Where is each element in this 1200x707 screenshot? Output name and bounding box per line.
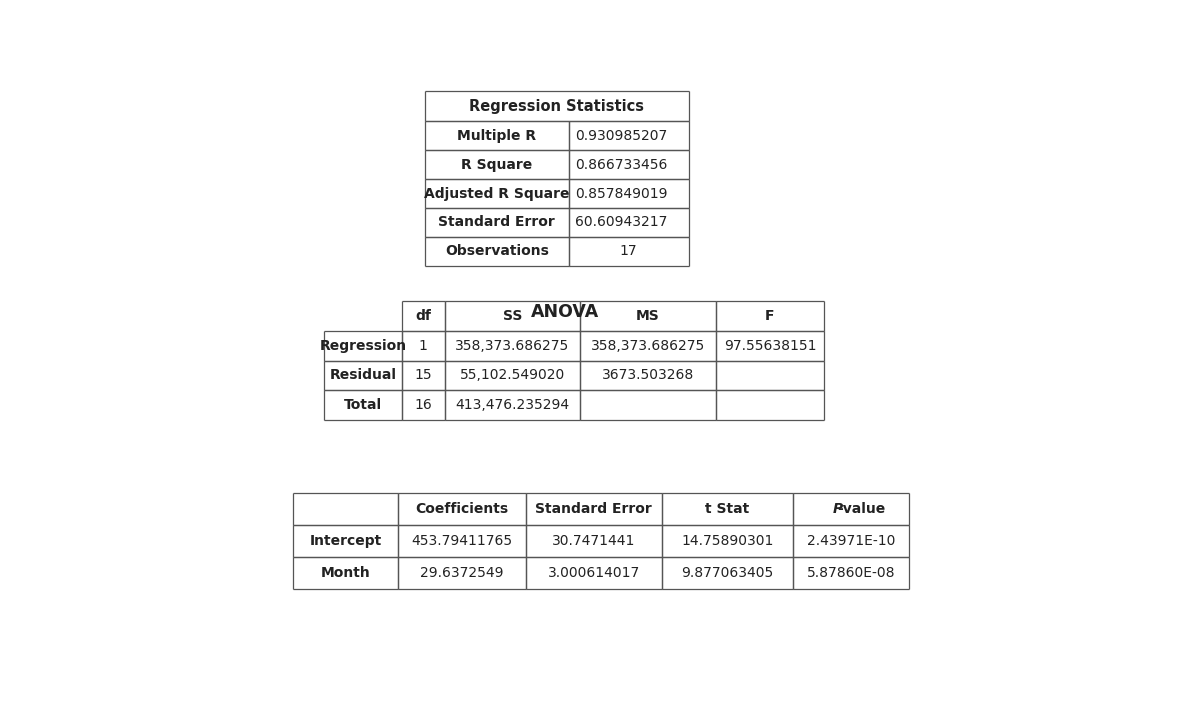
Text: 5.87860E-08: 5.87860E-08 [808, 566, 895, 580]
Text: Regression Statistics: Regression Statistics [469, 98, 644, 114]
Text: P: P [833, 502, 842, 516]
Text: -value: -value [838, 502, 886, 516]
Text: 29.6372549: 29.6372549 [420, 566, 504, 580]
Text: 17: 17 [619, 245, 637, 258]
Text: MS: MS [636, 309, 660, 323]
Text: SS: SS [503, 309, 522, 323]
Text: Multiple R: Multiple R [457, 129, 536, 143]
Text: 30.7471441: 30.7471441 [552, 534, 635, 548]
Text: Standard Error: Standard Error [438, 216, 556, 230]
Text: 358,373.686275: 358,373.686275 [590, 339, 706, 353]
Text: Residual: Residual [330, 368, 397, 382]
Text: 453.79411765: 453.79411765 [412, 534, 512, 548]
Text: 0.930985207: 0.930985207 [575, 129, 667, 143]
Text: 0.857849019: 0.857849019 [575, 187, 667, 201]
Text: 15: 15 [414, 368, 432, 382]
Text: Regression: Regression [319, 339, 407, 353]
Text: Total: Total [344, 398, 382, 412]
Text: ANOVA: ANOVA [530, 303, 599, 321]
Text: Intercept: Intercept [310, 534, 382, 548]
Text: 1: 1 [419, 339, 427, 353]
Text: 3.000614017: 3.000614017 [547, 566, 640, 580]
Text: Observations: Observations [445, 245, 548, 258]
Text: 55,102.549020: 55,102.549020 [460, 368, 565, 382]
Text: 14.75890301: 14.75890301 [682, 534, 774, 548]
Text: Standard Error: Standard Error [535, 502, 652, 516]
Text: t Stat: t Stat [706, 502, 750, 516]
Text: 358,373.686275: 358,373.686275 [455, 339, 570, 353]
Text: 60.60943217: 60.60943217 [575, 216, 667, 230]
Text: Month: Month [320, 566, 371, 580]
Text: 97.55638151: 97.55638151 [724, 339, 816, 353]
Text: 0.866733456: 0.866733456 [575, 158, 667, 172]
Text: df: df [415, 309, 431, 323]
Text: R Square: R Square [461, 158, 533, 172]
Text: Coefficients: Coefficients [415, 502, 509, 516]
Text: 413,476.235294: 413,476.235294 [455, 398, 569, 412]
Text: 16: 16 [414, 398, 432, 412]
Text: 2.43971E-10: 2.43971E-10 [808, 534, 895, 548]
Text: 9.877063405: 9.877063405 [682, 566, 774, 580]
Text: 3673.503268: 3673.503268 [602, 368, 694, 382]
Text: F: F [766, 309, 775, 323]
Text: Adjusted R Square: Adjusted R Square [424, 187, 570, 201]
